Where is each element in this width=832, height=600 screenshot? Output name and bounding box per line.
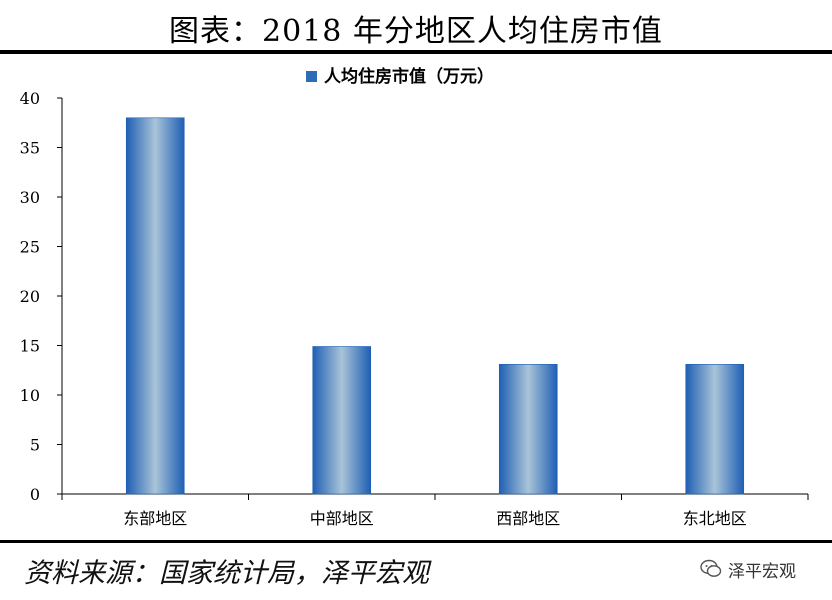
bar-3 (498, 364, 558, 495)
y-tick-label: 15 (20, 337, 40, 356)
y-tick-label: 30 (20, 188, 40, 207)
legend-label: 人均住房市值（万元） (324, 66, 494, 87)
x-category-label: 中部地区 (310, 509, 374, 528)
y-tick-label: 25 (20, 238, 40, 257)
legend: 人均住房市值（万元） (306, 66, 494, 87)
y-tick-label: 20 (20, 287, 40, 306)
wechat-icon (700, 559, 722, 579)
y-tick-label: 5 (30, 436, 40, 455)
x-category-label: 西部地区 (496, 509, 560, 528)
brand-watermark: 泽平宏观 (700, 557, 796, 582)
y-tick-label: 40 (20, 89, 40, 108)
figure-title: 图表：2018 年分地区人均住房市值 (169, 14, 663, 49)
y-tick-label: 35 (20, 139, 40, 158)
title-divider (0, 50, 832, 54)
bar-1 (125, 117, 185, 495)
bar-chart: 0 5 10 15 20 25 30 35 40 东部地区 中部地区 西部地区 东北地区 人均住房市值（万… (0, 54, 832, 540)
source-note: 资料来源：国家统计局，泽平宏观 (24, 558, 429, 589)
y-tick-label: 10 (20, 386, 40, 405)
chart-svg: 0 5 10 15 20 25 30 35 40 东部地区 中部地区 西部地区 东北地区 人均住房市值（万… (20, 66, 809, 528)
legend-swatch (306, 71, 317, 82)
bar-4 (685, 364, 745, 495)
x-category-label: 东部地区 (123, 509, 187, 528)
y-tick-label: 0 (30, 485, 40, 504)
bar-2 (312, 346, 372, 495)
brand-name: 泽平宏观 (728, 561, 796, 582)
footer-divider (0, 540, 832, 543)
x-category-label: 东北地区 (683, 509, 747, 528)
